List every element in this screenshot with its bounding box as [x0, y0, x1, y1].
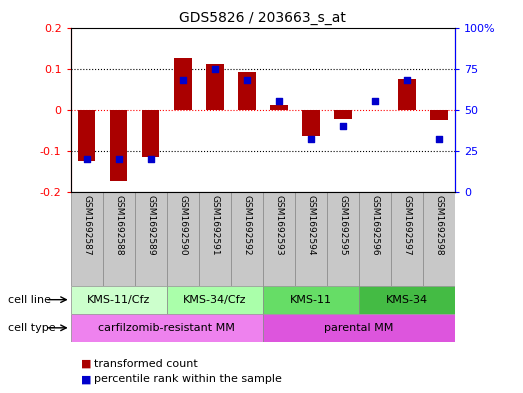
- Bar: [71, 314, 263, 342]
- Bar: [199, 192, 231, 286]
- Bar: [174, 58, 191, 110]
- Point: [243, 77, 251, 83]
- Point: [403, 77, 411, 83]
- Bar: [135, 192, 167, 286]
- Text: parental MM: parental MM: [324, 323, 394, 333]
- Point: [211, 65, 219, 72]
- Point: [339, 123, 347, 129]
- Bar: [263, 286, 359, 314]
- Bar: [334, 110, 351, 119]
- Bar: [110, 110, 128, 182]
- Text: percentile rank within the sample: percentile rank within the sample: [94, 374, 282, 384]
- Text: GSM1692592: GSM1692592: [242, 195, 251, 255]
- Point: [178, 77, 187, 83]
- Point: [306, 136, 315, 142]
- Text: transformed count: transformed count: [94, 358, 198, 369]
- Point: [371, 98, 379, 105]
- Point: [275, 98, 283, 105]
- Bar: [167, 286, 263, 314]
- Bar: [231, 192, 263, 286]
- Bar: [263, 314, 455, 342]
- Text: GSM1692598: GSM1692598: [435, 195, 444, 255]
- Text: GSM1692593: GSM1692593: [275, 195, 283, 255]
- Bar: [423, 192, 455, 286]
- Text: GSM1692590: GSM1692590: [178, 195, 187, 255]
- Text: GSM1692596: GSM1692596: [370, 195, 379, 255]
- Text: cell type: cell type: [8, 323, 55, 333]
- Bar: [71, 286, 167, 314]
- Text: carfilzomib-resistant MM: carfilzomib-resistant MM: [98, 323, 235, 333]
- Bar: [430, 110, 448, 120]
- Bar: [398, 79, 416, 110]
- Bar: [263, 192, 295, 286]
- Text: ■: ■: [81, 374, 92, 384]
- Text: GSM1692588: GSM1692588: [114, 195, 123, 255]
- Text: GSM1692591: GSM1692591: [210, 195, 219, 255]
- Text: KMS-34: KMS-34: [386, 295, 428, 305]
- Text: GSM1692594: GSM1692594: [306, 195, 315, 255]
- Bar: [103, 192, 135, 286]
- Text: cell line: cell line: [8, 295, 51, 305]
- Bar: [71, 192, 103, 286]
- Text: KMS-34/Cfz: KMS-34/Cfz: [183, 295, 246, 305]
- Bar: [167, 192, 199, 286]
- Bar: [295, 192, 327, 286]
- Bar: [359, 192, 391, 286]
- Bar: [270, 105, 288, 110]
- Bar: [238, 72, 256, 110]
- Text: KMS-11/Cfz: KMS-11/Cfz: [87, 295, 150, 305]
- Text: GSM1692597: GSM1692597: [403, 195, 412, 255]
- Bar: [391, 192, 423, 286]
- Text: KMS-11: KMS-11: [290, 295, 332, 305]
- Bar: [78, 110, 95, 161]
- Point: [115, 156, 123, 162]
- Text: GSM1692595: GSM1692595: [338, 195, 347, 255]
- Bar: [302, 110, 320, 136]
- Point: [83, 156, 91, 162]
- Text: ■: ■: [81, 358, 92, 369]
- Bar: [206, 64, 223, 110]
- Point: [146, 156, 155, 162]
- Bar: [142, 110, 160, 157]
- Bar: [359, 286, 455, 314]
- Bar: [327, 192, 359, 286]
- Title: GDS5826 / 203663_s_at: GDS5826 / 203663_s_at: [179, 11, 346, 25]
- Text: GSM1692589: GSM1692589: [146, 195, 155, 255]
- Point: [435, 136, 443, 142]
- Text: GSM1692587: GSM1692587: [82, 195, 91, 255]
